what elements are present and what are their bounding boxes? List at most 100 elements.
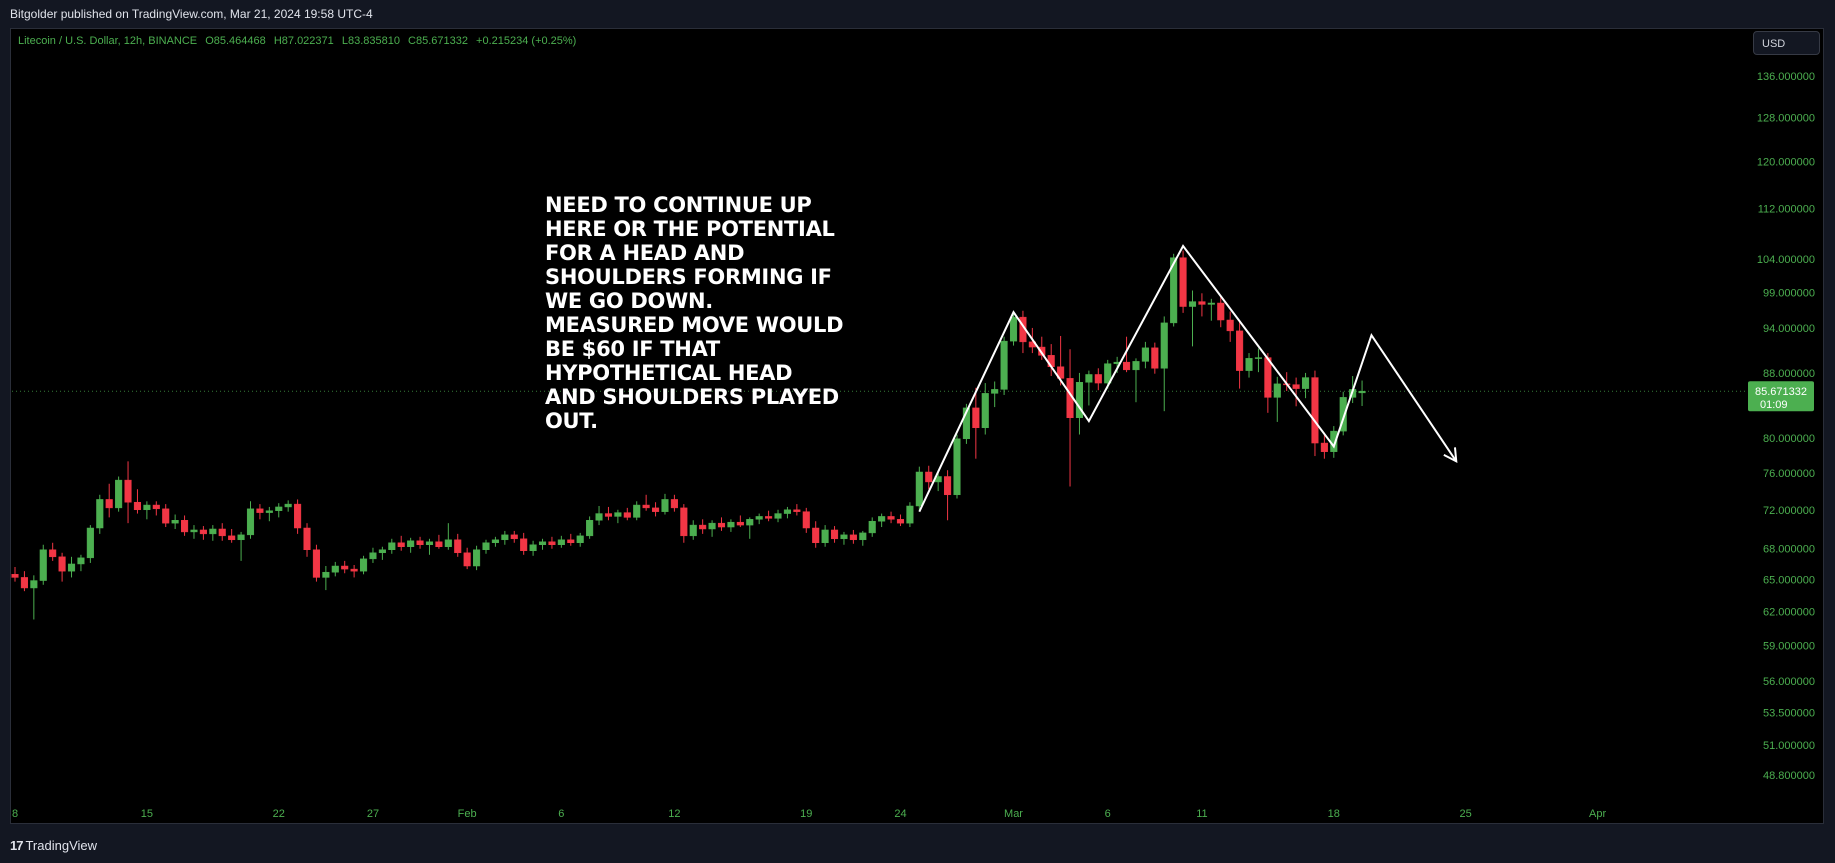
candle <box>1254 348 1262 373</box>
price-tick-label: 62.000000 <box>1763 607 1815 619</box>
candle-body <box>878 516 886 522</box>
candle-body <box>830 529 839 540</box>
candle <box>746 517 754 539</box>
candle <box>49 542 57 561</box>
time-tick-label: 22 <box>273 808 285 820</box>
candle-body <box>887 516 895 520</box>
candle <box>152 501 160 516</box>
candle <box>171 514 179 529</box>
trendline-drawing <box>918 244 1458 513</box>
candle-body <box>944 476 952 496</box>
candle <box>350 564 358 578</box>
symbol-name[interactable]: Litecoin / U.S. Dollar, 12h, BINANCE <box>18 35 198 47</box>
currency-button[interactable]: USD <box>1753 31 1820 55</box>
arrow-head <box>1443 447 1458 464</box>
candle <box>491 536 499 547</box>
candle-body <box>199 529 207 535</box>
candle-body <box>209 528 217 535</box>
candle-body <box>1141 347 1149 362</box>
candle-body <box>595 513 603 521</box>
candle <box>463 547 471 570</box>
candle <box>331 561 339 577</box>
text-annotation[interactable]: NEED TO CONTINUE UP HERE OR THE POTENTIA… <box>545 193 844 433</box>
candle <box>482 539 490 554</box>
candle-body <box>482 542 490 551</box>
candle <box>67 556 76 578</box>
candle <box>1170 253 1178 327</box>
candle-body <box>1085 374 1093 383</box>
legend-high: H87.022371 <box>273 35 334 47</box>
candle-body <box>962 407 970 440</box>
candle-body <box>1075 382 1084 419</box>
candle <box>1094 368 1102 391</box>
candle-body <box>840 534 848 540</box>
candle <box>1292 377 1300 407</box>
candle-body <box>425 541 434 545</box>
candle-body <box>1311 377 1319 444</box>
candle-body <box>557 539 565 545</box>
candle-body <box>341 565 349 570</box>
candle <box>359 555 368 575</box>
candle <box>86 525 94 563</box>
candle <box>614 509 622 524</box>
candle <box>228 528 236 543</box>
candle-body <box>152 504 160 510</box>
candle-body <box>1273 383 1281 398</box>
candle-body <box>11 574 19 578</box>
candle <box>981 383 989 435</box>
candle <box>1066 349 1074 487</box>
time-tick-label: 18 <box>1328 808 1340 820</box>
candle <box>557 535 565 548</box>
candle <box>341 560 349 574</box>
candle-body <box>256 508 264 513</box>
candle-body <box>765 516 773 519</box>
time-tick-label: 27 <box>367 808 379 820</box>
candle <box>1123 336 1131 373</box>
price-tick-label: 53.500000 <box>1763 707 1815 719</box>
candle-body <box>218 528 226 537</box>
price-tick-label: 94.000000 <box>1763 323 1815 335</box>
candle-body <box>39 549 47 581</box>
chart-panel[interactable] <box>10 28 1824 824</box>
candle <box>77 554 85 572</box>
candle-body <box>190 529 198 533</box>
candle-body <box>567 539 575 544</box>
candle <box>972 387 980 459</box>
tradingview-logo[interactable]: 17 TradingView <box>10 838 97 853</box>
candle-body <box>1358 390 1366 394</box>
candle <box>124 461 132 524</box>
candle <box>444 523 452 550</box>
candle <box>1226 311 1234 342</box>
price-tick-label: 68.000000 <box>1763 544 1815 556</box>
candle <box>454 533 462 557</box>
candle <box>567 533 575 546</box>
candle <box>275 503 283 518</box>
candle-body <box>96 499 104 529</box>
candle <box>548 536 556 549</box>
candle <box>925 465 933 490</box>
candle <box>416 536 424 549</box>
candle-body <box>284 503 292 508</box>
candle-body <box>1207 302 1215 305</box>
candle-body <box>77 557 85 565</box>
candle-body <box>576 535 584 544</box>
candle-body <box>736 521 744 526</box>
candle <box>1085 370 1093 406</box>
publish-info: Bitgolder published on TradingView.com, … <box>10 7 373 21</box>
candle <box>689 520 697 540</box>
candle <box>1151 342 1159 374</box>
candle-body <box>435 541 443 547</box>
candle-body <box>1132 361 1140 371</box>
candle <box>1179 250 1187 313</box>
trendline-path <box>918 244 1458 513</box>
candle-body <box>1217 302 1225 321</box>
time-tick-label: 15 <box>141 808 153 820</box>
candle-body <box>501 534 509 541</box>
candle-body <box>237 534 245 541</box>
candle <box>765 510 773 522</box>
candle <box>11 567 19 582</box>
candle <box>538 538 547 550</box>
candle <box>294 499 302 534</box>
candle-body <box>991 389 999 394</box>
